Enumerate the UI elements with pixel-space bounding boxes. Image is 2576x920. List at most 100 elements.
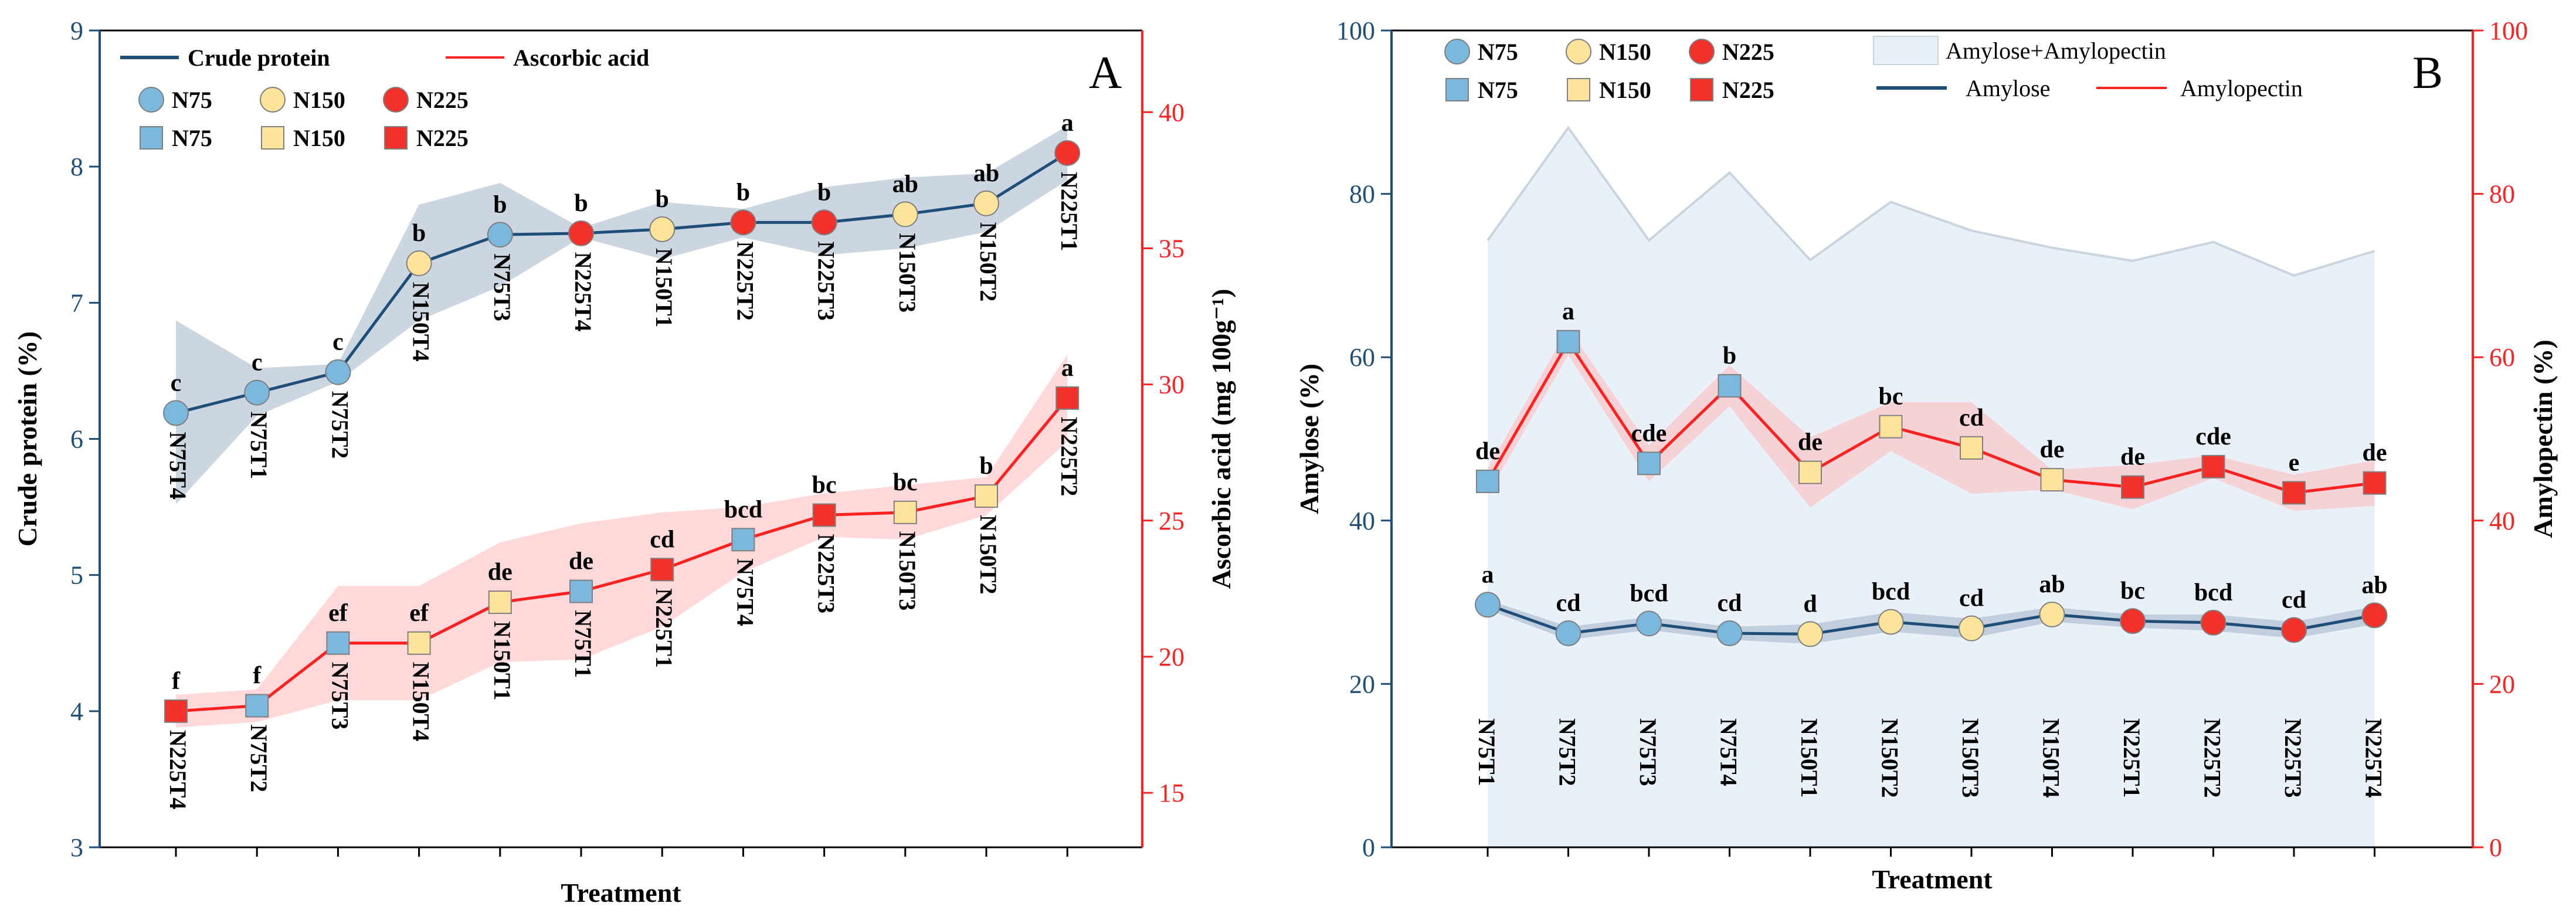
- treatment-label-n150t3: N150T3: [894, 233, 921, 313]
- amylose-line: [1487, 603, 2375, 636]
- treatment-label-n75t3: N75T3: [327, 662, 353, 730]
- amylopectin-letter-n75t1: de: [1475, 438, 1500, 465]
- right-tick-label: 20: [2489, 670, 2515, 698]
- treatment-label-n225t4: N225T4: [570, 252, 596, 332]
- letter-n75t3: ef: [328, 600, 348, 627]
- amylose-point-n150t3: [1959, 615, 1984, 641]
- letter-n225t4: b: [574, 190, 588, 217]
- left-tick-label: 5: [70, 561, 83, 590]
- amylopectin-letter-n75t2: a: [1562, 298, 1574, 325]
- letter-n150t4: b: [412, 220, 426, 247]
- amylopectin-point-n225t2: [2201, 454, 2225, 478]
- letter-n75t3: b: [493, 191, 507, 218]
- legend-label-circle-n225: N225: [1722, 39, 1774, 65]
- category-label-n150t3: N150T3: [1957, 718, 1984, 798]
- letter-n150t3: ab: [892, 171, 918, 198]
- amylopectin-point-n75t3: [1637, 451, 1661, 476]
- treatment-label-n75t1: N75T1: [246, 412, 272, 480]
- amylopectin-letter-n225t3: e: [2289, 449, 2300, 476]
- left-tick-label: 4: [70, 697, 83, 726]
- panel-b: 0 20 40 60 80 100 0 20 40 60 80 100 N75T1 N75T2 N75T3 N…: [1294, 16, 2558, 894]
- amylopectin-error-band: [1488, 328, 2375, 511]
- amylopectin-point-n225t4: [2363, 471, 2387, 495]
- legend-label-square-n75: N75: [1478, 77, 1518, 103]
- amylopectin-point-n150t1: [1798, 460, 1822, 484]
- amylopectin-letter-n150t3: cd: [1959, 405, 1984, 432]
- amylose-point-n150t1: [1797, 621, 1823, 647]
- left-y-axis-title: Crude protein (%): [12, 331, 42, 546]
- amylose-amylopectin-top-line: [1486, 125, 2375, 277]
- amylose-point-n225t4: [2361, 602, 2388, 629]
- legend-square-n225: [384, 126, 408, 150]
- amylopectin-letter-n225t1: de: [2120, 444, 2145, 471]
- point-n75t1: [569, 579, 593, 603]
- left-tick-label: 6: [70, 425, 83, 454]
- legend-label-square-n225: N225: [416, 125, 469, 151]
- category-label-n150t2: N150T2: [1877, 718, 1903, 798]
- amylose-letter-n225t1: bc: [2120, 578, 2145, 605]
- left-tick-label: 8: [70, 152, 83, 181]
- crude-protein-error-band: [176, 125, 1068, 504]
- treatment-label-n150t2: N150T2: [975, 222, 1002, 302]
- point-n75t3: [487, 222, 513, 248]
- left-tick-label: 100: [1336, 16, 1375, 45]
- treatment-label-n75t2: N75T2: [246, 725, 272, 793]
- point-n75t4: [163, 400, 189, 426]
- amylopectin-point-n75t2: [1556, 330, 1580, 354]
- treatment-label-n150t1: N150T1: [651, 248, 677, 328]
- amylose-point-n225t3: [2281, 617, 2307, 643]
- treatment-label-n225t3: N225T3: [813, 534, 840, 614]
- right-tick-label: 20: [1159, 643, 1185, 671]
- crude-protein-line: [175, 151, 1068, 415]
- category-label-n225t4: N225T4: [2361, 718, 2387, 798]
- treatment-label-n225t4: N225T4: [165, 730, 191, 810]
- panel-a: 3 4 5 6 7 8 9 15 20 25 30 35 40 Treatment Crude protei…: [12, 16, 1236, 908]
- left-tick-label: 80: [1349, 180, 1375, 209]
- legend-circle-n225: [1689, 39, 1715, 64]
- right-tick-label: 40: [1159, 98, 1185, 127]
- letter-n75t4: c: [171, 369, 182, 396]
- category-label-n225t3: N225T3: [2280, 718, 2306, 798]
- point-n225t3: [812, 503, 836, 527]
- point-n150t3: [892, 201, 918, 228]
- left-y-axis-title: Amylose (%): [1294, 364, 1324, 514]
- right-tick-label: 15: [1159, 779, 1185, 807]
- amylopectin-letter-n150t2: bc: [1879, 383, 1903, 410]
- left-tick-label: 9: [70, 16, 83, 45]
- ascorbic-acid-error-band: [176, 354, 1068, 728]
- treatment-label-n150t4: N150T4: [408, 662, 435, 742]
- point-n150t3: [893, 500, 917, 524]
- treatment-label-n150t4: N150T4: [408, 282, 435, 362]
- letter-n150t1: de: [488, 559, 513, 586]
- letter-n225t4: f: [172, 668, 181, 695]
- legend-label-amylopectin: Amylopectin: [2180, 75, 2303, 101]
- treatment-label-n75t4: N75T4: [732, 558, 758, 626]
- legend-b: N75 N150 N225 N75 N150 N225 Amylose+Amylopecti…: [1444, 36, 2303, 103]
- right-tick-label: 35: [1159, 234, 1185, 263]
- amylose-letter-n75t4: cd: [1718, 590, 1742, 617]
- legend-label-circle-n150: N150: [293, 87, 345, 113]
- point-n75t3: [326, 631, 350, 655]
- category-label-n225t2: N225T2: [2200, 718, 2226, 798]
- amylose-amylopectin-area: [1488, 127, 2375, 848]
- right-y-axis-title: Ascorbic acid (mg 100g⁻¹): [1206, 288, 1236, 589]
- treatment-label-n75t1: N75T1: [570, 610, 596, 678]
- legend-label-crude-protein: Crude protein: [188, 45, 330, 71]
- legend-label-area: Amylose+Amylopectin: [1946, 38, 2166, 64]
- letter-n150t2: ab: [973, 160, 999, 187]
- amylopectin-line: [1486, 338, 2375, 494]
- legend-label-circle-n75: N75: [172, 87, 212, 113]
- amylopectin-letter-n75t4: b: [1723, 342, 1736, 369]
- amylose-point-n75t1: [1475, 592, 1501, 618]
- right-tick-label: 80: [2489, 180, 2515, 209]
- letter-n225t2: b: [737, 179, 750, 206]
- legend-circle-n225: [383, 87, 409, 113]
- letter-n225t1: cd: [650, 526, 674, 553]
- amylose-point-n75t2: [1555, 620, 1581, 647]
- panel-label: A: [1089, 47, 1122, 98]
- legend-label-square-n225: N225: [1722, 77, 1774, 103]
- amylose-point-n225t1: [2120, 608, 2146, 634]
- category-label-n75t4: N75T4: [1716, 718, 1742, 786]
- point-n225t3: [811, 209, 837, 236]
